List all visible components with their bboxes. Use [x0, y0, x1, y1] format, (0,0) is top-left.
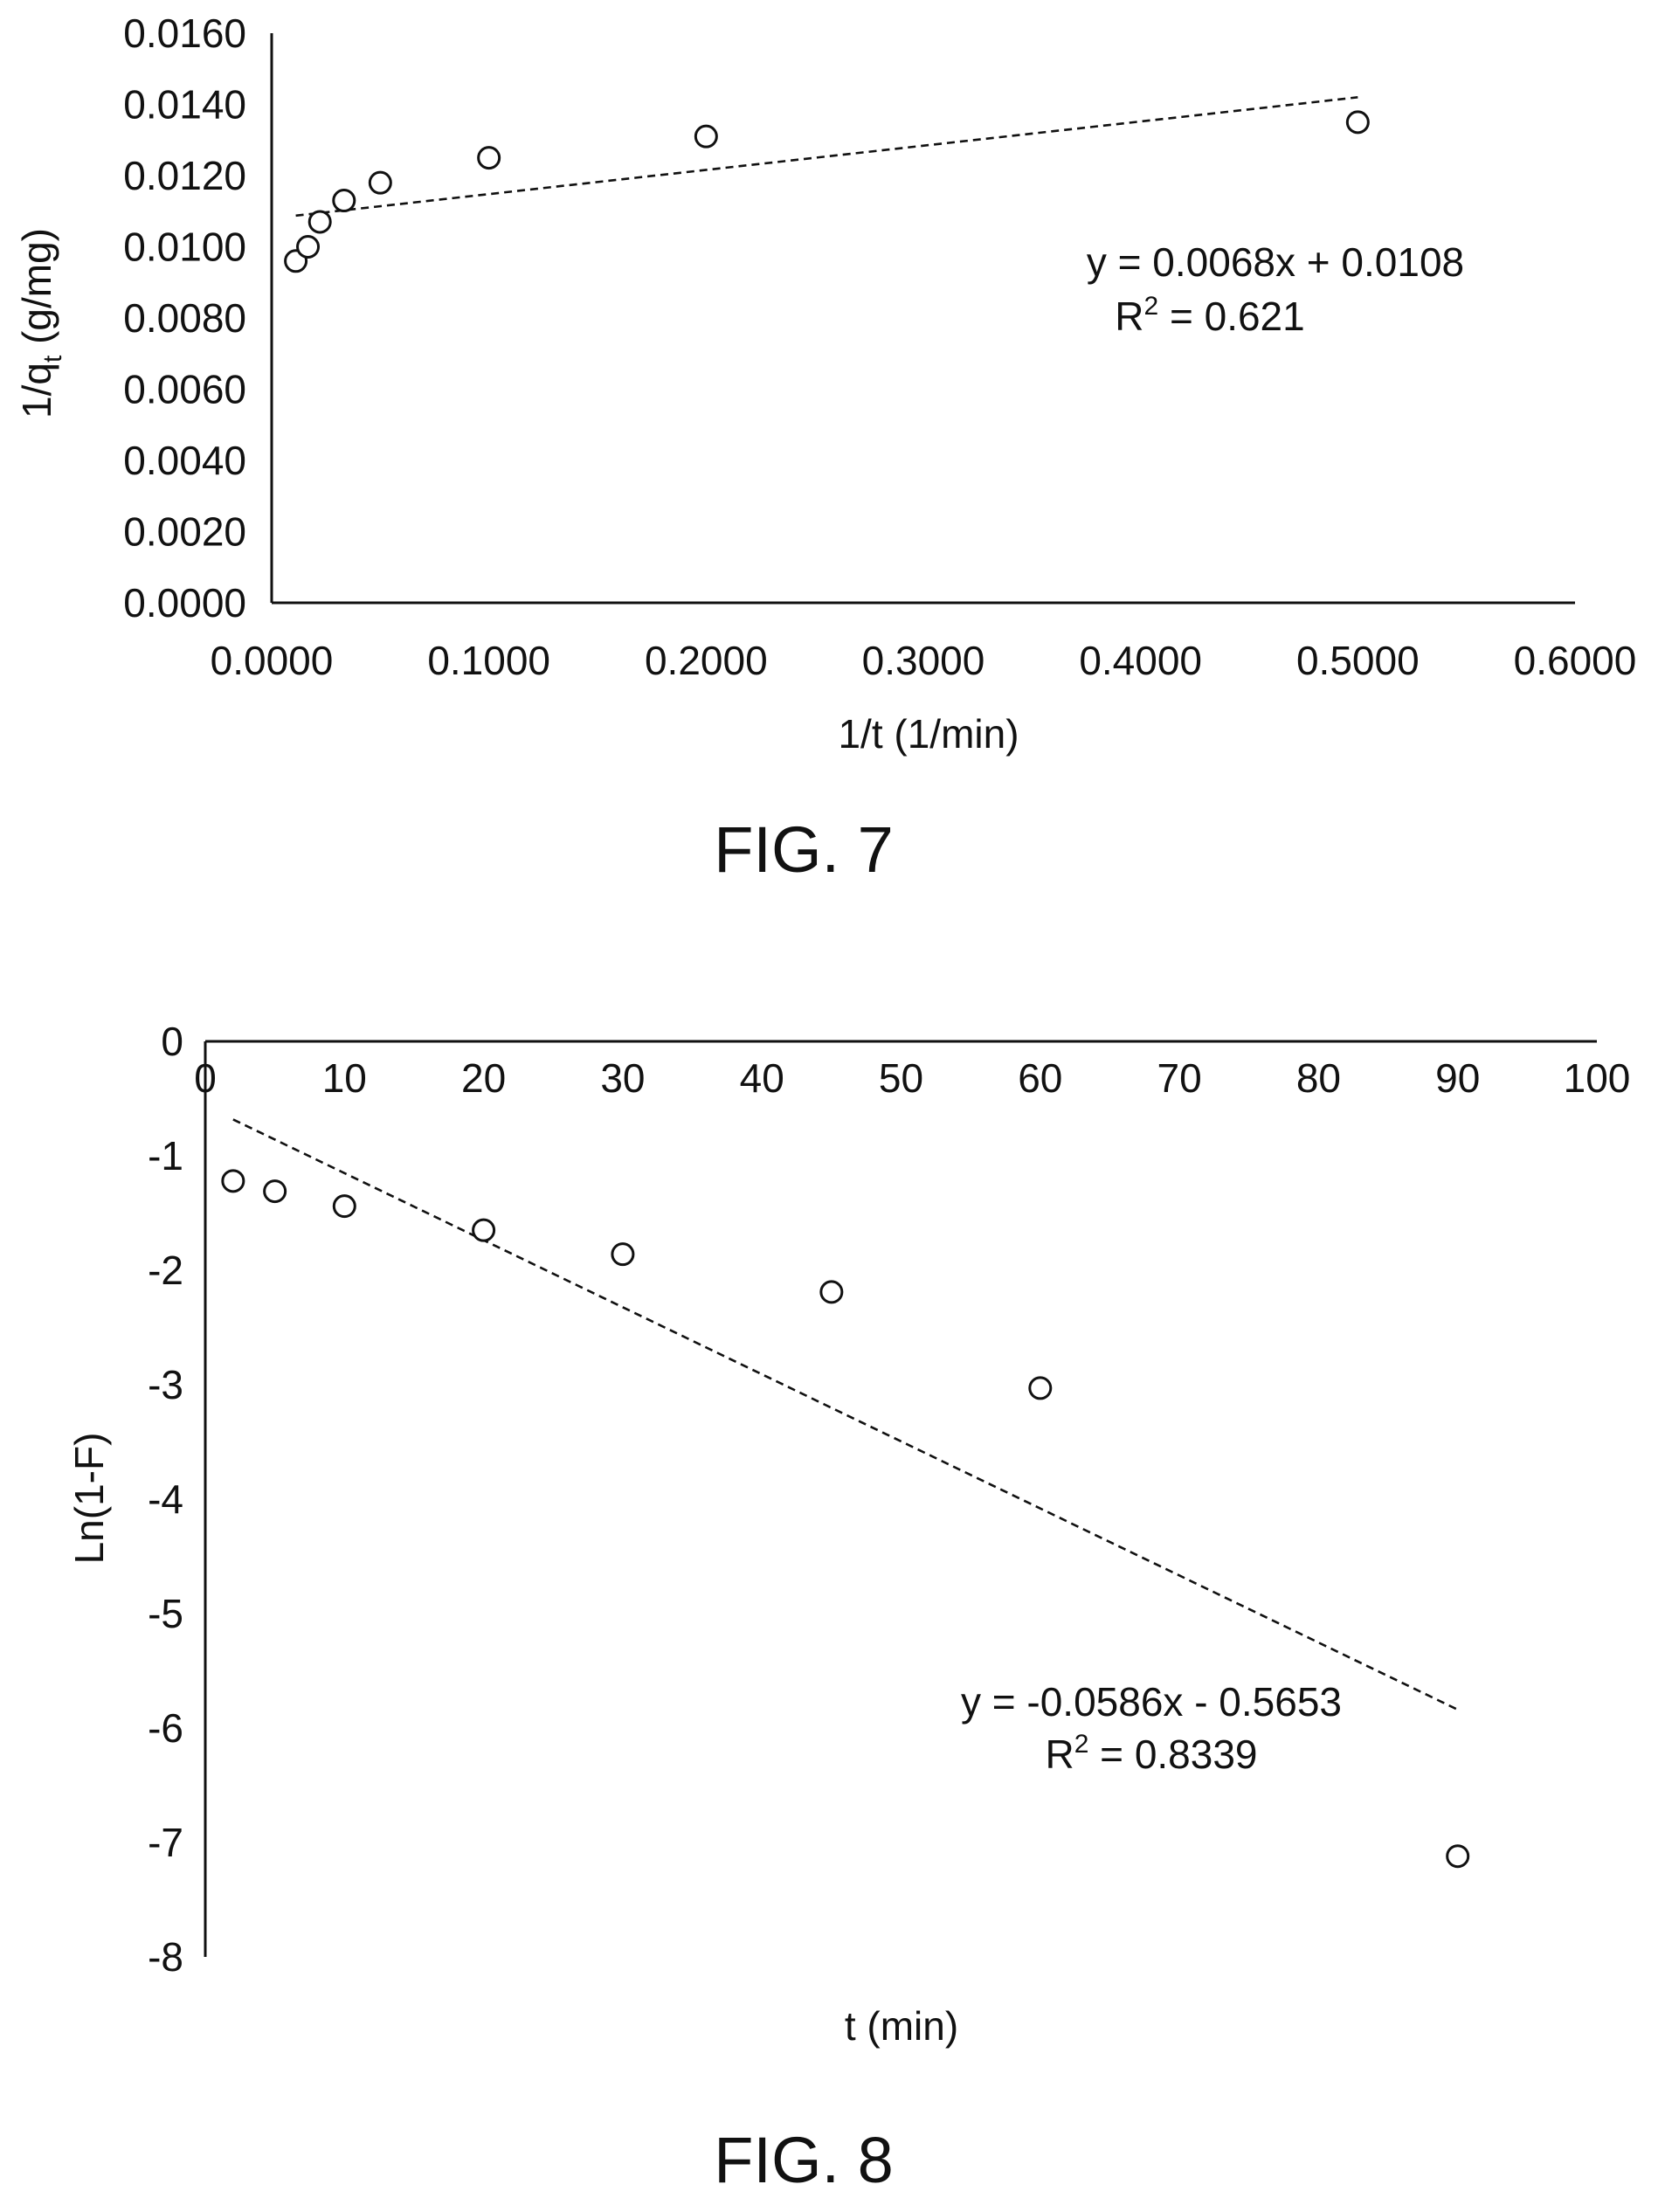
fig8-y-tick-label: -3 — [148, 1362, 183, 1407]
fig8-data-points — [221, 1169, 1470, 1869]
fig7-data-points — [284, 110, 1370, 273]
fig8-x-tick-labels: 0 10 20 30 40 50 60 70 80 90 100 — [194, 1055, 1630, 1101]
fig7-y-axis-label: 1/qt (g/mg) — [14, 228, 67, 418]
fig8-r2-value: = 0.8339 — [1088, 1732, 1257, 1777]
fig8-x-tick-label: 90 — [1435, 1055, 1480, 1101]
fig7-y-tick-label: 0.0060 — [123, 367, 246, 412]
fig8-data-point — [332, 1194, 356, 1219]
fig8-y-tick-label: -8 — [148, 1934, 183, 1980]
fig7-data-point — [296, 235, 321, 259]
fig8-x-tick-label: 70 — [1157, 1055, 1202, 1101]
fig8-x-tick-label: 50 — [879, 1055, 923, 1101]
fig7-x-tick-labels: 0.0000 0.1000 0.2000 0.3000 0.4000 0.5000 0.60… — [211, 638, 1637, 683]
fig8-y-tick-label: -1 — [148, 1133, 183, 1179]
fig7-y-tick-labels: 0.0000 0.0020 0.0040 0.0060 0.0080 0.0100 0.01… — [123, 10, 246, 626]
fig7-y-label-main: 1/q — [14, 363, 59, 418]
fig8-y-tick-label: -7 — [148, 1820, 183, 1865]
fig8-data-point — [819, 1280, 844, 1304]
fig8-x-tick-label: 100 — [1564, 1055, 1631, 1101]
fig8-x-tick-label: 60 — [1018, 1055, 1062, 1101]
fig7-trend-equation: y = 0.0068x + 0.0108 — [1087, 239, 1464, 285]
fig7-trendline — [295, 96, 1358, 218]
fig8-r2-sup: 2 — [1074, 1730, 1089, 1759]
fig8-chart: 0-1-2-3-4-5-6-7-8 0 10 20 30 40 50 60 70 80 90 100… — [66, 1019, 1630, 2196]
fig8-x-tick-label: 30 — [600, 1055, 645, 1101]
fig7-chart: 0.0000 0.0020 0.0040 0.0060 0.0080 0.0100 0.01… — [14, 10, 1636, 886]
fig8-data-point — [1446, 1844, 1470, 1869]
fig8-caption: FIG. 8 — [714, 2124, 894, 2196]
fig7-y-tick-label: 0.0120 — [123, 153, 246, 198]
fig7-y-label-sub: t — [38, 355, 67, 363]
fig7-y-tick-label: 0.0140 — [123, 82, 246, 128]
fig8-r-squared: R2 = 0.8339 — [1045, 1730, 1257, 1777]
fig8-y-tick-label: 0 — [161, 1019, 183, 1064]
fig7-y-tick-label: 0.0000 — [123, 580, 246, 626]
fig8-data-point — [263, 1179, 287, 1204]
fig8-trend-equation: y = -0.0586x - 0.5653 — [961, 1679, 1342, 1725]
fig8-data-point — [1028, 1376, 1053, 1400]
fig8-y-tick-label: -6 — [148, 1705, 183, 1751]
fig7-x-tick-label: 0.4000 — [1079, 638, 1202, 683]
fig7-y-tick-label: 0.0160 — [123, 10, 246, 56]
fig7-y-tick-label: 0.0040 — [123, 438, 246, 483]
fig7-data-point — [694, 124, 718, 149]
fig7-y-label-suffix: (g/mg) — [14, 228, 59, 356]
fig7-x-tick-label: 0.2000 — [645, 638, 768, 683]
fig7-caption: FIG. 7 — [714, 813, 894, 886]
fig8-x-tick-label: 0 — [194, 1055, 217, 1101]
fig7-x-axis-label: 1/t (1/min) — [838, 711, 1019, 757]
fig7-x-tick-label: 0.3000 — [862, 638, 985, 683]
fig8-y-tick-label: -4 — [148, 1476, 183, 1522]
fig8-y-tick-label: -5 — [148, 1591, 183, 1636]
fig7-data-point — [1345, 110, 1370, 135]
fig7-data-point — [368, 170, 392, 195]
fig8-x-tick-label: 20 — [461, 1055, 506, 1101]
fig8-data-point — [611, 1242, 635, 1267]
fig8-x-tick-label: 80 — [1296, 1055, 1341, 1101]
fig7-x-tick-label: 0.1000 — [427, 638, 550, 683]
fig7-r2-value: = 0.621 — [1158, 294, 1305, 339]
fig7-y-tick-label: 0.0020 — [123, 509, 246, 555]
fig8-r2-prefix: R — [1045, 1732, 1074, 1777]
fig7-data-point — [307, 210, 332, 234]
fig8-data-point — [221, 1169, 245, 1193]
fig7-x-tick-label: 0.5000 — [1296, 638, 1420, 683]
fig7-x-tick-label: 0.6000 — [1514, 638, 1637, 683]
fig8-x-axis-label: t (min) — [845, 2003, 958, 2049]
fig7-r2-sup: 2 — [1144, 292, 1159, 321]
fig7-y-tick-label: 0.0100 — [123, 225, 246, 270]
fig8-x-tick-label: 40 — [740, 1055, 784, 1101]
fig7-r2-prefix: R — [1115, 294, 1143, 339]
fig7-y-tick-label: 0.0080 — [123, 295, 246, 341]
fig8-x-tick-label: 10 — [322, 1055, 367, 1101]
fig7-r-squared: R2 = 0.621 — [1115, 292, 1304, 339]
fig8-y-tick-label: -2 — [148, 1248, 183, 1293]
fig7-data-point — [477, 146, 501, 170]
fig8-y-tick-labels: 0 -1 -2 -3 -4 -5 -6 -7 -8 — [148, 1019, 183, 1980]
fig7-x-tick-label: 0.0000 — [211, 638, 334, 683]
fig7-data-point — [332, 189, 356, 213]
fig8-trendline — [232, 1118, 1459, 1711]
fig8-y-axis-label: Ln(1-F) — [66, 1433, 112, 1565]
fig8-data-point — [472, 1218, 496, 1242]
